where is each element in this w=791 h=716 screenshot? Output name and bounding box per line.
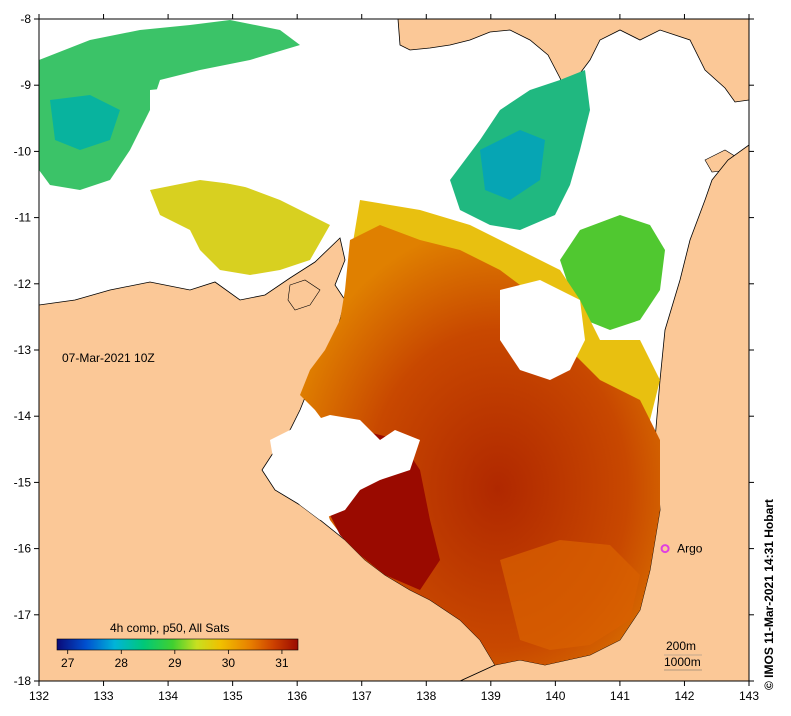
- latitude-axis: -8 -9 -10 -11 -12 -13 -14 -15 -16 -17 -18: [14, 12, 754, 688]
- land-island-groote: [287, 279, 321, 311]
- lon-tick-label-2: 134: [158, 689, 178, 703]
- lat-tick-label-2: -10: [14, 144, 32, 158]
- argo-label: Argo: [677, 542, 703, 556]
- argo-marker[interactable]: Argo: [660, 542, 703, 556]
- lat-tick-label-6: -14: [14, 409, 32, 423]
- sst-orange-south: [500, 540, 640, 650]
- sst-green-east: [560, 215, 665, 330]
- sst-teal-northwest: [50, 95, 120, 150]
- colorbar-ticks: 27 28 29 30 31: [61, 650, 289, 670]
- legend-tick-label-2: 29: [168, 656, 182, 670]
- legend-title: 4h comp, p50, All Sats: [110, 621, 229, 635]
- sst-cool-northwest: [39, 20, 300, 190]
- lat-tick-label-9: -17: [14, 608, 32, 622]
- cloud-gap-west: [270, 415, 420, 520]
- lon-tick-label-0: 132: [29, 689, 49, 703]
- lat-tick-label-10: -18: [14, 674, 32, 688]
- imos-credit: © IMOS 11-Mar-2021 14:31 Hobart: [762, 499, 776, 690]
- land-west: [39, 237, 496, 681]
- lon-tick-label-4: 136: [287, 689, 307, 703]
- lon-tick-label-1: 133: [94, 689, 114, 703]
- lon-tick-label-11: 143: [739, 689, 759, 703]
- colorbar: [56, 638, 299, 651]
- isobath-1000-label: 1000m: [664, 655, 701, 669]
- lat-tick-label-1: -9: [20, 78, 31, 92]
- sst-yellow-west: [150, 180, 330, 275]
- isobath-200-label: 200m: [666, 639, 696, 653]
- map-layers: [39, 19, 749, 681]
- legend-tick-label-1: 28: [115, 656, 129, 670]
- legend-tick-label-3: 30: [222, 656, 236, 670]
- lat-tick-label-5: -13: [14, 343, 32, 357]
- lon-tick-label-6: 138: [416, 689, 436, 703]
- colorbar-legend: 4h comp, p50, All Sats 27 28 29 30 31: [56, 621, 299, 670]
- lat-tick-label-4: -12: [14, 277, 32, 291]
- legend-tick-label-4: 31: [275, 656, 289, 670]
- timestamp-label: 07-Mar-2021 10Z: [62, 351, 155, 365]
- sst-teal-northeast: [480, 130, 545, 200]
- isobath-legend: 200m 1000m: [664, 639, 702, 671]
- lat-tick-label-7: -15: [14, 475, 32, 489]
- argo-marker-icon: [660, 544, 670, 554]
- lat-tick-label-8: -16: [14, 542, 32, 556]
- lon-tick-label-8: 140: [545, 689, 565, 703]
- lon-tick-label-5: 137: [352, 689, 372, 703]
- lon-tick-label-9: 141: [610, 689, 630, 703]
- cloud-gap-central: [500, 280, 585, 380]
- lat-tick-label-0: -8: [20, 12, 31, 26]
- lon-tick-label-7: 139: [481, 689, 501, 703]
- cloud-gap-north: [150, 85, 330, 190]
- lat-tick-label-3: -11: [15, 211, 32, 225]
- longitude-axis: 132 133 134 135 136 137 138 139 140 141 142 143: [29, 14, 759, 703]
- lon-tick-label-3: 135: [223, 689, 243, 703]
- legend-tick-label-0: 27: [61, 656, 75, 670]
- lon-tick-label-10: 142: [674, 689, 694, 703]
